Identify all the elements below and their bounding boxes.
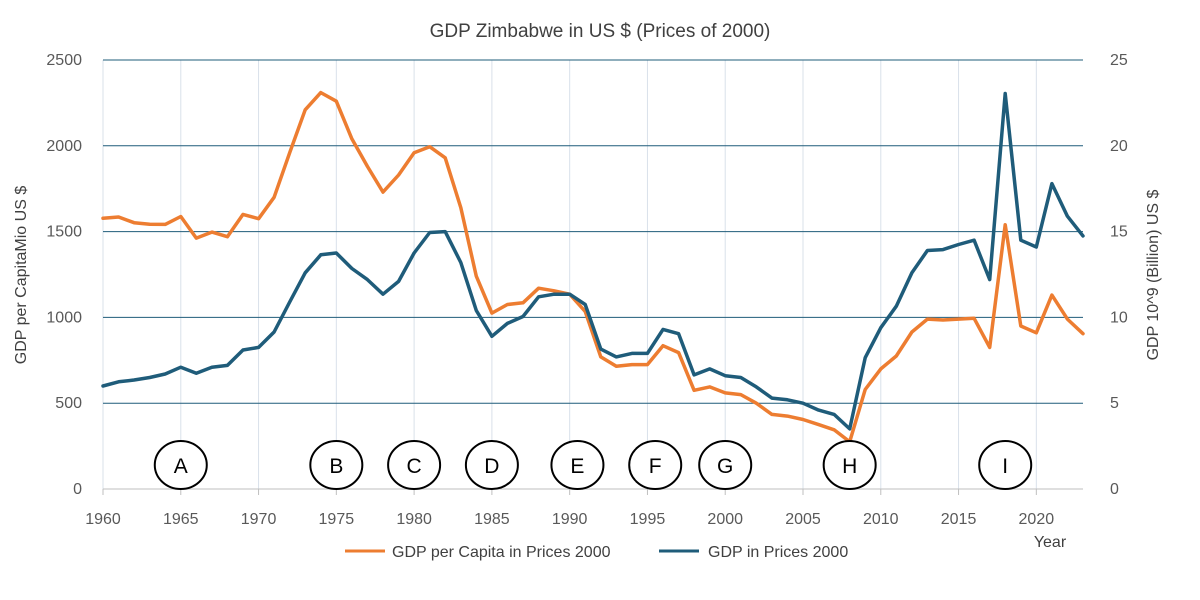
left-y-axis: 0 500 1000 1500 2000 2500 [46, 52, 82, 498]
x-axis: 1960 1965 1970 1975 1980 1985 1990 1995 2000 2005… [85, 488, 1083, 528]
annotation-label-e: E [570, 455, 584, 478]
annotation-label-b: B [329, 455, 343, 478]
annotation-circle-i [978, 440, 1033, 490]
annotation-circle-c [387, 440, 442, 490]
left-tick-label-1000: 1000 [46, 309, 82, 326]
annotation-label-c: C [407, 455, 422, 478]
event-annotations: A B C D E F G H I [153, 440, 1033, 490]
annotation-e: E [550, 440, 605, 490]
annotation-label-d: D [484, 455, 499, 478]
annotation-i: I [978, 440, 1033, 490]
annotation-circle-d [464, 440, 519, 490]
annotation-circle-f [628, 440, 683, 490]
annotation-h: H [822, 440, 877, 490]
right-tick-label-0: 0 [1110, 481, 1119, 498]
annotation-circle-e [550, 440, 605, 490]
right-tick-label-10: 10 [1110, 309, 1128, 326]
right-y-axis: 0 5 10 15 20 25 [1110, 52, 1128, 498]
annotation-d: D [464, 440, 519, 490]
x-tick-label-1965: 1965 [163, 511, 199, 528]
x-tick-label-1960: 1960 [85, 511, 121, 528]
left-tick-label-1500: 1500 [46, 224, 82, 241]
annotation-label-a: A [174, 455, 188, 478]
x-tick-label-1980: 1980 [396, 511, 432, 528]
x-tick-label-1970: 1970 [241, 511, 277, 528]
x-tick-label-2005: 2005 [785, 511, 821, 528]
x-axis-title: Year [1034, 534, 1067, 551]
annotation-circle-h [822, 440, 877, 490]
x-tick-label-2010: 2010 [863, 511, 899, 528]
series-layer [101, 90, 1085, 444]
annotation-f: F [628, 440, 683, 490]
annotation-label-i: I [1002, 455, 1008, 478]
x-tick-label-1995: 1995 [630, 511, 666, 528]
x-tick-label-2020: 2020 [1019, 511, 1055, 528]
gridlines [102, 59, 1083, 489]
right-tick-label-25: 25 [1110, 52, 1128, 69]
annotation-a: A [153, 440, 208, 490]
annotation-label-g: G [717, 455, 733, 478]
legend-label-gdp-per-capita: GDP per Capita in Prices 2000 [392, 544, 611, 561]
series-line-gdp-per-capita [101, 90, 1085, 444]
left-tick-label-0: 0 [73, 481, 82, 498]
left-axis-title: GDP per CapitaMio US $ [13, 186, 30, 365]
legend: GDP per Capita in Prices 2000 GDP in Pri… [345, 544, 848, 561]
left-tick-label-2500: 2500 [46, 52, 82, 69]
annotation-label-h: H [842, 455, 857, 478]
x-tick-label-2000: 2000 [707, 511, 743, 528]
annotation-g: G [698, 440, 753, 490]
legend-label-gdp: GDP in Prices 2000 [708, 544, 848, 561]
annotation-c: C [387, 440, 442, 490]
right-axis-title: GDP 10^9 (Billion) US $ [1145, 189, 1162, 360]
annotation-label-f: F [649, 455, 662, 478]
right-tick-label-5: 5 [1110, 395, 1119, 412]
series-line-gdp [101, 91, 1085, 431]
x-tick-label-1975: 1975 [319, 511, 355, 528]
left-tick-label-500: 500 [55, 395, 82, 412]
left-tick-label-2000: 2000 [46, 138, 82, 155]
x-tick-label-1985: 1985 [474, 511, 510, 528]
annotation-circle-a [153, 440, 208, 490]
annotation-b: B [309, 440, 364, 490]
x-tick-label-2015: 2015 [941, 511, 977, 528]
x-tick-label-1990: 1990 [552, 511, 588, 528]
right-tick-label-15: 15 [1110, 224, 1128, 241]
chart-title: GDP Zimbabwe in US $ (Prices of 2000) [430, 21, 771, 42]
annotation-circle-g [698, 440, 753, 490]
right-tick-label-20: 20 [1110, 138, 1128, 155]
annotation-circle-b [309, 440, 364, 490]
